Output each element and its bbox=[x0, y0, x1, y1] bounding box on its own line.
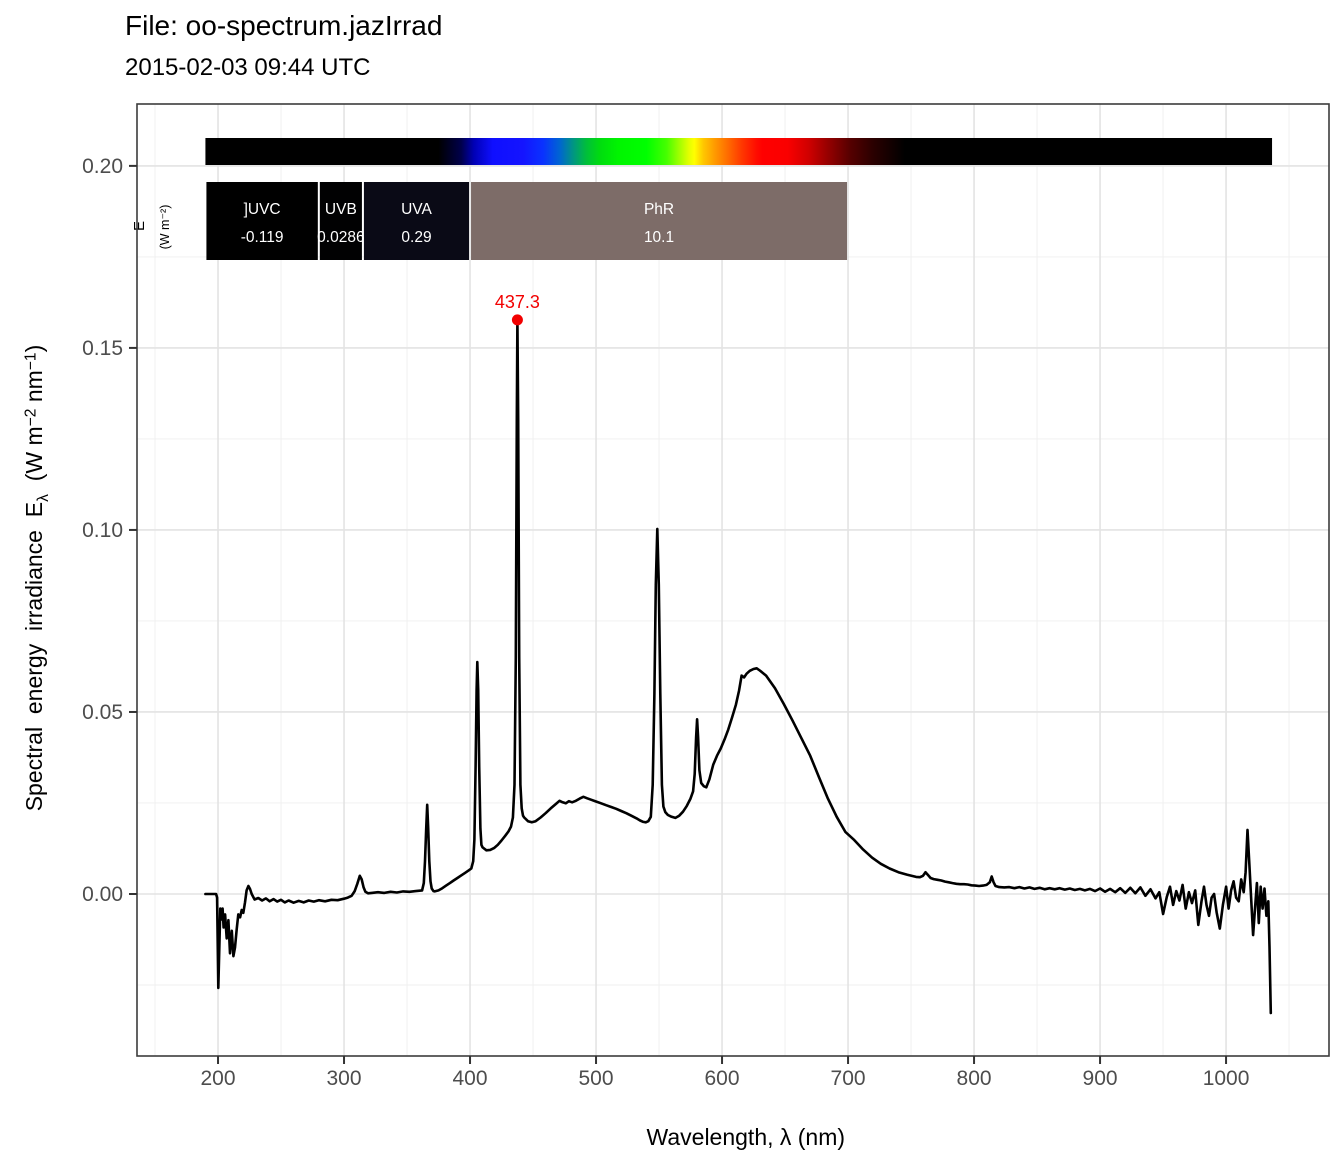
y-title-subscript: λ bbox=[34, 494, 52, 502]
band-box-PhR bbox=[471, 182, 848, 260]
y-title-sup1: −2 bbox=[22, 408, 40, 427]
major-gridlines bbox=[137, 104, 1329, 1056]
x-axis-title-text: Wavelength, λ (nm) bbox=[646, 1124, 846, 1150]
y-tick-label: 0.15 bbox=[82, 337, 123, 360]
y-axis-ticks: 0.00 0.05 0.10 0.15 0.20 bbox=[82, 155, 137, 906]
band-box-UVB bbox=[319, 182, 362, 260]
band-name-label: UVB bbox=[325, 201, 357, 218]
band-name-label: ]UVC bbox=[244, 201, 281, 218]
y-title-sup2: −1 bbox=[22, 352, 40, 371]
x-tick-label: 900 bbox=[1083, 1067, 1118, 1090]
waveband-summary-boxes: ]UVC -0.119 UVB 0.0286 UVA 0.29 PhR 10.1 bbox=[206, 182, 848, 260]
band-name-label: UVA bbox=[401, 201, 432, 218]
peak-marker-dot bbox=[511, 314, 523, 326]
x-tick-label: 600 bbox=[705, 1067, 740, 1090]
band-energy-symbol: E bbox=[131, 221, 148, 231]
band-energy-units: (W m⁻²) bbox=[158, 205, 172, 250]
band-value-label: 0.0286 bbox=[317, 229, 364, 246]
y-tick-label: 0.20 bbox=[82, 155, 123, 178]
x-tick-label: 300 bbox=[327, 1067, 362, 1090]
band-value-label: 10.1 bbox=[644, 229, 674, 246]
plot-title: File: oo-spectrum.jazIrrad bbox=[125, 10, 443, 41]
x-axis-ticks: 200 300 400 500 600 700 800 900 1000 bbox=[200, 1056, 1249, 1090]
y-tick-label: 0.10 bbox=[82, 519, 123, 542]
y-title-unit1: (W m bbox=[21, 426, 48, 495]
peak-annotation: 437.3 bbox=[495, 292, 540, 326]
band-energy-axis-label: E (W m⁻²) bbox=[131, 205, 172, 250]
y-title-text: Spectral energy irradiance bbox=[21, 517, 48, 812]
spectrum-curve bbox=[204, 318, 1273, 1015]
panel-border bbox=[136, 103, 1330, 1057]
band-box-UVA bbox=[363, 182, 470, 260]
x-tick-label: 200 bbox=[200, 1067, 235, 1090]
band-value-label: 0.29 bbox=[401, 229, 431, 246]
x-tick-label: 1000 bbox=[1203, 1067, 1250, 1090]
x-axis-title: Wavelength, λ (nm) bbox=[137, 1097, 1329, 1152]
y-tick-label: 0.05 bbox=[82, 701, 123, 724]
y-title-unit3: ) bbox=[21, 344, 48, 353]
x-tick-label: 500 bbox=[579, 1067, 614, 1090]
band-box-UVC bbox=[206, 182, 318, 260]
x-tick-label: 400 bbox=[453, 1067, 488, 1090]
band-value-label: -0.119 bbox=[241, 229, 284, 246]
x-tick-label: 800 bbox=[957, 1067, 992, 1090]
spectrum-color-bar bbox=[205, 138, 1273, 165]
y-title-unit2: nm bbox=[21, 370, 48, 409]
x-tick-label: 700 bbox=[831, 1067, 866, 1090]
y-title-symbol: E bbox=[21, 501, 48, 518]
peak-wavelength-label: 437.3 bbox=[495, 292, 540, 312]
y-tick-label: 0.00 bbox=[82, 883, 123, 906]
y-axis-title: Spectral energy irradiance Eλ (W m−2 nm−… bbox=[21, 345, 53, 812]
band-name-label: PhR bbox=[644, 201, 674, 218]
plot-subtitle: 2015-02-03 09:44 UTC bbox=[125, 54, 371, 81]
